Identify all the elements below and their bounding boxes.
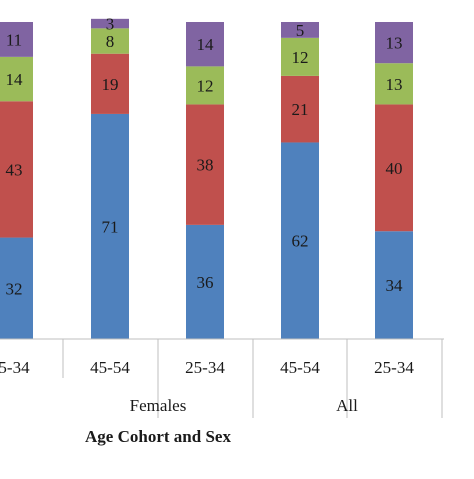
bars-layer [0,18,413,340]
bar-segment [91,53,129,114]
data-label: 71 [102,217,119,236]
data-label: 36 [197,273,214,292]
x-group-labels: Females All [130,396,358,415]
x-axis [0,338,444,418]
data-label: 38 [197,156,214,175]
data-label: 11 [6,30,22,49]
data-label: 5 [296,21,305,40]
x-tick-label: 45-54 [90,358,130,377]
bar-segment [281,75,319,143]
bar-segment [91,18,129,29]
bar-segment [281,22,319,38]
bar-segment [281,142,319,339]
bar-segment [91,113,129,340]
data-label: 40 [386,159,403,178]
bar-segment [0,101,33,238]
x-tick-label: 25-34 [185,358,225,377]
bar-segment [0,56,33,102]
data-label: 21 [292,100,309,119]
data-label: 13 [386,75,403,94]
bar-segment [186,104,224,225]
data-label: 19 [102,75,119,94]
bar-segment [91,28,129,54]
x-group-label: All [336,396,358,415]
data-label: 34 [386,276,404,295]
data-label: 14 [197,35,215,54]
data-label: 3 [106,15,115,34]
bar-segment [186,224,224,339]
data-label: 13 [386,34,403,53]
bar-segment [186,22,224,67]
data-label: 62 [292,232,309,251]
data-label: 12 [292,48,309,67]
data-label: 43 [6,160,23,179]
bar-segment [375,63,413,105]
bar-segment [0,237,33,339]
data-label: 14 [6,70,24,89]
x-tick-label: 25-34 [374,358,414,377]
x-group-label: Females [130,396,187,415]
bar-segment [375,22,413,64]
bar-segment [375,104,413,232]
data-label: 12 [197,76,214,95]
bar-segment [281,37,319,76]
bar-segment [375,231,413,339]
x-tick-label: 45-54 [280,358,320,377]
bar-segment [0,22,33,57]
bar-segment [186,66,224,105]
data-label: 8 [106,32,115,51]
x-tick-labels: 5-34 45-54 25-34 45-54 25-34 [0,358,414,377]
data-label: 32 [6,279,23,298]
x-axis-title: Age Cohort and Sex [85,427,231,446]
segment-labels-layer: 32 43 14 11 71 19 83 36 38 12 14 62 21 12 5 34 40 13 13 [6,15,404,299]
x-tick-label: 5-34 [0,358,30,377]
